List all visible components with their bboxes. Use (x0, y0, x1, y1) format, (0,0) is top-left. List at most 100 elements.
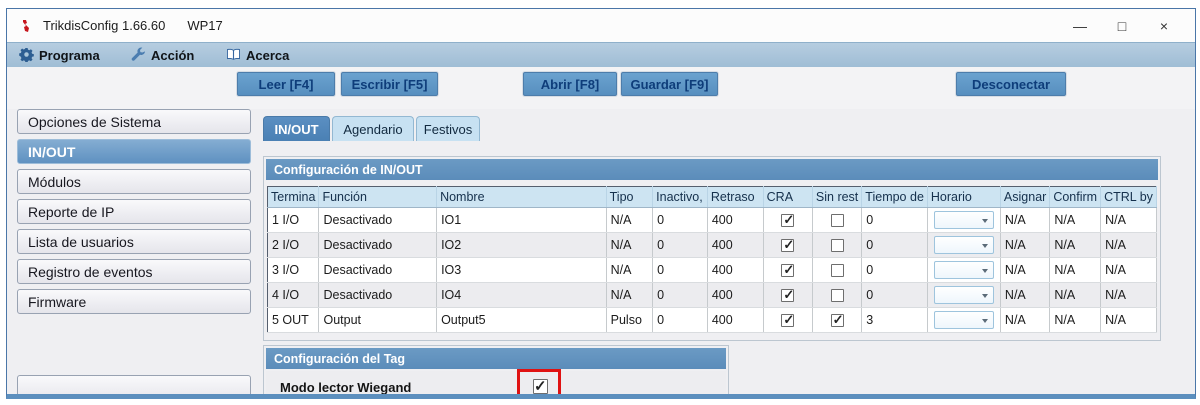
cell-nombre[interactable]: IO2 (436, 232, 607, 258)
cra-checkbox[interactable] (781, 287, 795, 303)
cell-tiempo[interactable]: 0 (861, 257, 928, 283)
sin-rest-checkbox[interactable] (830, 264, 844, 278)
horario-select[interactable] (933, 286, 994, 304)
horario-select[interactable] (933, 211, 994, 229)
cell-confirm[interactable]: N/A (1049, 207, 1102, 233)
cell-funcion[interactable]: Desactivado (318, 207, 438, 233)
horario-select[interactable] (933, 236, 994, 254)
maximize-button[interactable]: □ (1117, 17, 1127, 34)
col-asignar: Asignar (1000, 186, 1051, 208)
cell-tipo[interactable]: Pulso (606, 307, 654, 333)
menu-programa-label: Programa (39, 48, 100, 63)
cell-confirm[interactable]: N/A (1049, 307, 1102, 333)
cell-inactivo[interactable]: 0 (652, 307, 708, 333)
cell-nombre[interactable]: IO4 (436, 282, 607, 308)
io-config-group-title: Configuración de IN/OUT (266, 159, 1158, 180)
cell-tiempo[interactable]: 0 (861, 282, 928, 308)
col-sin-rest: Sin rest (812, 186, 863, 208)
cell-funcion[interactable]: Output (318, 307, 438, 333)
close-button[interactable]: × (1159, 17, 1169, 34)
sin-rest-checkbox[interactable] (830, 214, 844, 228)
cell-tiempo[interactable]: 0 (861, 232, 928, 258)
cell-tipo[interactable]: N/A (606, 257, 654, 283)
cell-inactivo[interactable]: 0 (652, 232, 708, 258)
menu-programa[interactable]: Programa (19, 43, 100, 68)
cell-ctrl-by[interactable]: N/A (1100, 257, 1157, 283)
cell-tipo[interactable]: N/A (606, 232, 654, 258)
cell-funcion[interactable]: Desactivado (318, 232, 438, 258)
sidebar-item-in-out[interactable]: IN/OUT (17, 139, 251, 164)
cell-asignar[interactable]: N/A (1000, 307, 1051, 333)
cell-retraso[interactable]: 400 (707, 282, 764, 308)
sidebar-item-modulos[interactable]: Módulos (17, 169, 251, 194)
cell-inactivo[interactable]: 0 (652, 257, 708, 283)
cell-tiempo[interactable]: 3 (861, 307, 928, 333)
cell-inactivo[interactable]: 0 (652, 282, 708, 308)
open-button[interactable]: Abrir [F8] (523, 72, 617, 96)
table-header-row: Termina Función Nombre Tipo Inactivo, Re… (267, 186, 1157, 208)
sin-rest-checkbox[interactable] (830, 239, 844, 253)
menu-acerca[interactable]: Acerca (226, 43, 289, 68)
cell-ctrl-by[interactable]: N/A (1100, 307, 1157, 333)
table-row: 1 I/O Desactivado IO1 N/A 0 400 0 N/A N/… (267, 207, 1157, 233)
cell-terminal: 3 I/O (267, 257, 320, 283)
cell-ctrl-by[interactable]: N/A (1100, 232, 1157, 258)
window-title: TrikdisConfig 1.66.60 (43, 18, 166, 33)
cell-nombre[interactable]: IO3 (436, 257, 607, 283)
tab-festivos[interactable]: Festivos (416, 116, 480, 141)
cell-asignar[interactable]: N/A (1000, 232, 1051, 258)
write-button[interactable]: Escribir [F5] (341, 72, 438, 96)
cell-retraso[interactable]: 400 (707, 257, 764, 283)
cell-confirm[interactable]: N/A (1049, 232, 1102, 258)
wiegand-mode-checkbox[interactable] (533, 377, 549, 394)
highlight-annotation (517, 369, 561, 394)
menu-accion[interactable]: Acción (131, 43, 194, 68)
sidebar-item-reporte-de-ip[interactable]: Reporte de IP (17, 199, 251, 224)
book-icon (226, 48, 241, 64)
app-icon (21, 19, 34, 33)
horario-select[interactable] (933, 261, 994, 279)
cell-nombre[interactable]: IO1 (436, 207, 607, 233)
cra-checkbox[interactable] (781, 237, 795, 253)
wrench-icon (131, 46, 146, 65)
cell-asignar[interactable]: N/A (1000, 282, 1051, 308)
table-row: 4 I/O Desactivado IO4 N/A 0 400 0 N/A N/… (267, 282, 1157, 308)
horario-select[interactable] (933, 311, 994, 329)
save-button[interactable]: Guardar [F9] (621, 72, 718, 96)
read-button[interactable]: Leer [F4] (237, 72, 335, 96)
cell-tipo[interactable]: N/A (606, 207, 654, 233)
cell-asignar[interactable]: N/A (1000, 207, 1051, 233)
table-row: 2 I/O Desactivado IO2 N/A 0 400 0 N/A N/… (267, 232, 1157, 258)
cell-funcion[interactable]: Desactivado (318, 282, 438, 308)
sidebar-item-lista-de-usuarios[interactable]: Lista de usuarios (17, 229, 251, 254)
cell-funcion[interactable]: Desactivado (318, 257, 438, 283)
disconnect-button[interactable]: Desconectar (956, 72, 1066, 96)
cell-retraso[interactable]: 400 (707, 207, 764, 233)
sin-rest-checkbox[interactable] (830, 312, 845, 328)
cell-ctrl-by[interactable]: N/A (1100, 207, 1157, 233)
sidebar-item-registro-de-eventos[interactable]: Registro de eventos (17, 259, 251, 284)
cell-asignar[interactable]: N/A (1000, 257, 1051, 283)
cell-ctrl-by[interactable]: N/A (1100, 282, 1157, 308)
cell-inactivo[interactable]: 0 (652, 207, 708, 233)
cell-confirm[interactable]: N/A (1049, 282, 1102, 308)
tab-agendario[interactable]: Agendario (332, 116, 414, 141)
cra-checkbox[interactable] (781, 312, 795, 328)
cra-checkbox[interactable] (781, 262, 795, 278)
cell-retraso[interactable]: 400 (707, 232, 764, 258)
tab-in-out[interactable]: IN/OUT (263, 116, 330, 141)
menu-bar: Programa Acción Acerca (7, 42, 1195, 67)
sidebar-item-opciones-de-sistema[interactable]: Opciones de Sistema (17, 109, 251, 134)
sin-rest-checkbox[interactable] (830, 289, 844, 303)
cell-tiempo[interactable]: 0 (861, 207, 928, 233)
cell-confirm[interactable]: N/A (1049, 257, 1102, 283)
sidebar-item-firmware[interactable]: Firmware (17, 289, 251, 314)
cell-nombre[interactable]: Output5 (436, 307, 607, 333)
cell-tipo[interactable]: N/A (606, 282, 654, 308)
minimize-button[interactable]: — (1073, 17, 1087, 34)
cell-terminal: 2 I/O (267, 232, 320, 258)
table-row: 5 OUT Output Output5 Pulso 0 400 3 N/A N… (267, 307, 1157, 333)
cell-terminal: 4 I/O (267, 282, 320, 308)
cell-retraso[interactable]: 400 (707, 307, 764, 333)
cra-checkbox[interactable] (781, 212, 795, 228)
